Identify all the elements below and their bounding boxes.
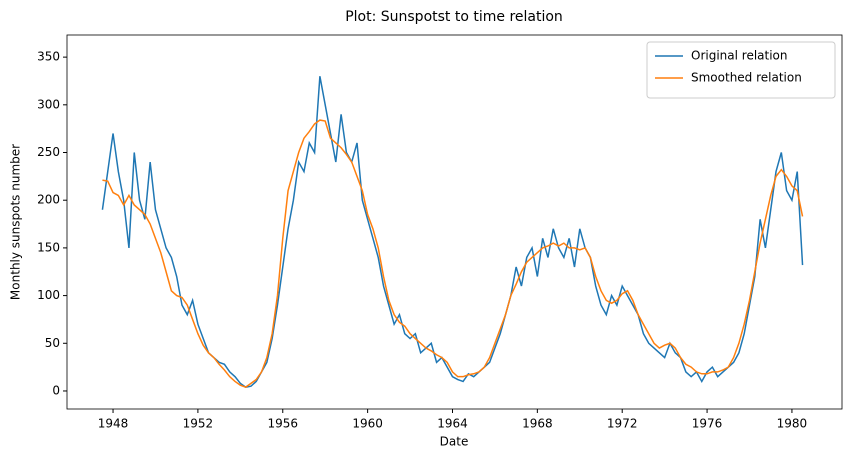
y-tick-label: 150 (37, 240, 60, 254)
data-line (101, 76, 804, 388)
legend: Original relation Smoothed relation (646, 41, 836, 99)
x-tick-label: 1948 (98, 417, 129, 431)
y-tick-label: 0 (52, 383, 60, 397)
legend-box (646, 41, 836, 99)
y-tick-label: 300 (37, 97, 60, 111)
plot-frame (66, 34, 843, 410)
x-tick-label: 1976 (692, 417, 723, 431)
legend-label: Smoothed relation (691, 71, 802, 85)
chart-title: Plot: Sunspotst to time relation (345, 9, 563, 25)
x-tick-label: 1972 (607, 417, 638, 431)
x-axis-label: Date (440, 435, 469, 449)
x-tick-label: 1956 (267, 417, 298, 431)
legend-label: Original relation (691, 49, 788, 63)
data-line (102, 119, 804, 388)
y-tick-label: 250 (37, 145, 60, 159)
y-tick-label: 100 (37, 288, 60, 302)
y-tick-label: 200 (37, 193, 60, 207)
y-axis-label: Monthly sunspots number (9, 144, 23, 300)
y-tick-label: 50 (45, 336, 60, 350)
x-tick-label: 1952 (183, 417, 214, 431)
x-tick-label: 1960 (352, 417, 383, 431)
x-tick-label: 1968 (522, 417, 553, 431)
x-tick-label: 1980 (777, 417, 808, 431)
x-tick-label: 1964 (437, 417, 468, 431)
y-tick-label: 350 (37, 50, 60, 64)
